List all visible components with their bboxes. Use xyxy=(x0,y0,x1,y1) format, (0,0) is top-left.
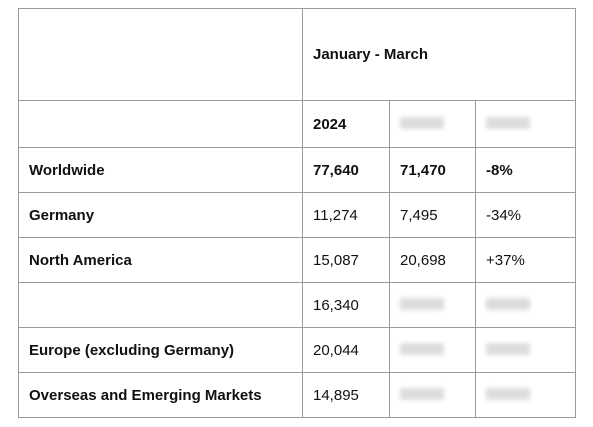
value-cell: 71,470 xyxy=(389,147,476,193)
value-cell: 15,087 xyxy=(302,237,390,283)
data-row: 16,340 xyxy=(18,282,576,328)
empty-cell xyxy=(18,100,303,148)
blurred-cell xyxy=(475,327,576,373)
data-row: Worldwide 77,640 71,470 -8% xyxy=(18,147,576,193)
empty-cell xyxy=(18,8,303,101)
value-cell: 20,044 xyxy=(302,327,390,373)
blur xyxy=(400,342,444,355)
data-row: North America 15,087 20,698 +37% xyxy=(18,237,576,283)
blurred-cell xyxy=(475,282,576,328)
blurred-cell xyxy=(475,100,576,148)
blur xyxy=(400,387,444,400)
value-cell: 16,340 xyxy=(302,282,390,328)
table-wrap: January - March 2024 Worldwide 77,640 71,4… xyxy=(18,8,576,418)
blur xyxy=(486,116,530,129)
sales-table: January - March 2024 Worldwide 77,640 71,4… xyxy=(18,8,576,418)
row-label: North America xyxy=(18,237,303,283)
table-body: January - March 2024 Worldwide 77,640 71,4… xyxy=(18,8,576,418)
row-label: Worldwide xyxy=(18,147,303,193)
blurred-cell xyxy=(389,282,476,328)
year-row: 2024 xyxy=(18,100,576,148)
header-row: January - March xyxy=(18,8,576,101)
row-label: Germany xyxy=(18,192,303,238)
blur xyxy=(486,387,530,400)
value-cell: -8% xyxy=(475,147,576,193)
blurred-cell xyxy=(475,372,576,418)
year-header: 2024 xyxy=(302,100,390,148)
data-row: Germany 11,274 7,495 -34% xyxy=(18,192,576,238)
value-cell: 14,895 xyxy=(302,372,390,418)
blur xyxy=(486,297,530,310)
blurred-cell xyxy=(389,100,476,148)
blur xyxy=(400,297,444,310)
value-cell: -34% xyxy=(475,192,576,238)
value-cell: 7,495 xyxy=(389,192,476,238)
data-row: Overseas and Emerging Markets 14,895 xyxy=(18,372,576,418)
row-label xyxy=(18,282,303,328)
value-cell: 20,698 xyxy=(389,237,476,283)
blur xyxy=(400,116,444,129)
blur xyxy=(486,342,530,355)
data-row: Europe (excluding Germany) 20,044 xyxy=(18,327,576,373)
blurred-cell xyxy=(389,327,476,373)
period-header: January - March xyxy=(302,8,576,101)
value-cell: +37% xyxy=(475,237,576,283)
value-cell: 11,274 xyxy=(302,192,390,238)
row-label: Overseas and Emerging Markets xyxy=(18,372,303,418)
value-cell: 77,640 xyxy=(302,147,390,193)
row-label: Europe (excluding Germany) xyxy=(18,327,303,373)
blurred-cell xyxy=(389,372,476,418)
